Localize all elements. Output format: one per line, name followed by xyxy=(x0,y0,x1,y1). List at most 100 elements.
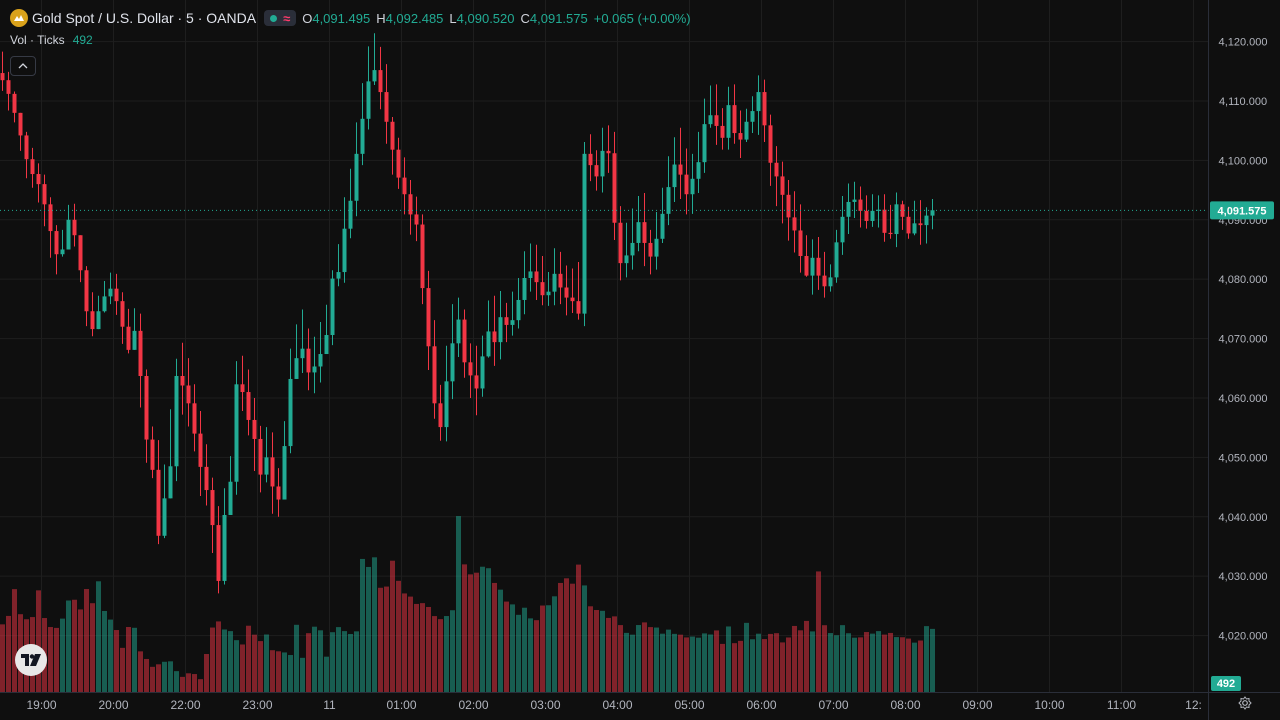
candle-body xyxy=(90,311,95,330)
candle-body xyxy=(444,381,449,428)
price-tick-label: 4,060.000 xyxy=(1219,393,1268,405)
candle-body xyxy=(606,150,611,154)
candle-body xyxy=(672,164,677,188)
volume-bar xyxy=(270,650,275,692)
candle-body xyxy=(36,174,41,185)
volume-bar xyxy=(564,578,569,692)
volume-bar xyxy=(876,631,881,692)
volume-bar xyxy=(798,630,803,692)
candle-body xyxy=(876,209,881,211)
volume-bar xyxy=(360,558,365,692)
volume-bar xyxy=(864,632,869,692)
candle-body xyxy=(432,346,437,404)
volume-bar xyxy=(594,610,599,692)
ohlc-low-key: L xyxy=(449,10,457,26)
volume-bar xyxy=(672,633,677,692)
candle-body xyxy=(702,124,707,163)
candle-body xyxy=(588,153,593,166)
volume-bar xyxy=(810,631,815,692)
volume-value: 492 xyxy=(72,33,93,47)
candle-body xyxy=(720,125,725,138)
candle-body xyxy=(150,439,155,470)
volume-bar xyxy=(72,599,77,692)
candle-body xyxy=(834,242,839,278)
volume-bar xyxy=(102,610,107,692)
volume-bar xyxy=(552,596,557,692)
volume-bar xyxy=(186,673,191,692)
candle-body xyxy=(108,288,113,297)
volume-bar xyxy=(732,643,737,692)
candle-body xyxy=(462,319,467,363)
candle-body xyxy=(312,366,317,373)
candle-body xyxy=(0,73,5,81)
candle-body xyxy=(780,176,785,195)
volume-bar xyxy=(900,637,905,692)
volume-bar xyxy=(96,581,101,692)
ohlc-close-value: 4,091.575 xyxy=(529,10,588,26)
volume-bar xyxy=(240,644,245,692)
candle-body xyxy=(798,230,803,257)
volume-bar xyxy=(318,630,323,692)
candle-body xyxy=(804,256,809,276)
candle-body xyxy=(192,403,197,434)
candle-body xyxy=(228,481,233,515)
candle-body xyxy=(48,204,53,232)
candle-body xyxy=(846,201,851,217)
volume-bar xyxy=(846,633,851,692)
candle-body xyxy=(240,384,245,393)
volume-bar xyxy=(840,625,845,692)
candle-body xyxy=(162,498,167,536)
volume-bar xyxy=(348,633,353,692)
candle-body xyxy=(300,348,305,359)
time-tick-label: 09:00 xyxy=(962,698,992,712)
time-tick-label: 01:00 xyxy=(386,698,416,712)
volume-bar xyxy=(654,627,659,692)
volume-bar xyxy=(282,652,287,692)
symbol-legend: Gold Spot / U.S. Dollar · 5 · OANDA ≈ O … xyxy=(10,8,697,28)
volume-bar xyxy=(402,593,407,692)
volume-bar xyxy=(150,666,155,692)
volume-bar xyxy=(252,634,257,692)
candle-body xyxy=(738,133,743,140)
volume-label[interactable]: Vol · Ticks xyxy=(10,33,65,47)
candle-body xyxy=(222,514,227,581)
candle-body xyxy=(372,70,377,82)
volume-bar xyxy=(156,664,161,692)
volume-bar xyxy=(924,626,929,692)
candle-body xyxy=(234,384,239,482)
tradingview-logo[interactable] xyxy=(15,644,47,676)
collapse-legend-button[interactable] xyxy=(10,56,36,76)
candle-body xyxy=(342,228,347,273)
volume-bar xyxy=(48,627,53,692)
volume-bar xyxy=(576,564,581,692)
volume-bar xyxy=(192,674,197,692)
price-tick-label: 4,070.000 xyxy=(1219,334,1268,346)
candle-body xyxy=(696,162,701,179)
volume-bar xyxy=(618,625,623,692)
candle-body xyxy=(420,224,425,289)
chart-settings-button[interactable] xyxy=(1236,696,1254,714)
market-status[interactable]: ≈ xyxy=(264,10,297,26)
volume-bar xyxy=(144,658,149,692)
volume-bar xyxy=(450,610,455,692)
volume-bar xyxy=(384,586,389,692)
candle-body xyxy=(786,194,791,218)
volume-legend: Vol · Ticks 492 xyxy=(10,33,93,47)
time-tick-label: 02:00 xyxy=(458,698,488,712)
candle-body xyxy=(270,457,275,487)
candle-body xyxy=(486,331,491,357)
volume-bar xyxy=(420,603,425,692)
candle-body xyxy=(762,92,767,126)
candle-body xyxy=(168,466,173,499)
ohlc-high-key: H xyxy=(376,10,386,26)
volume-bar xyxy=(714,630,719,692)
price-change: +0.065 (+0.00%) xyxy=(593,10,691,26)
price-tick-label: 4,080.000 xyxy=(1219,274,1268,286)
volume-bar xyxy=(918,640,923,692)
symbol-title[interactable]: Gold Spot / U.S. Dollar · 5 · OANDA xyxy=(32,10,257,26)
volume-bar xyxy=(90,603,95,692)
volume-bar xyxy=(444,616,449,692)
volume-bar xyxy=(462,564,467,692)
candle-body xyxy=(906,216,911,234)
